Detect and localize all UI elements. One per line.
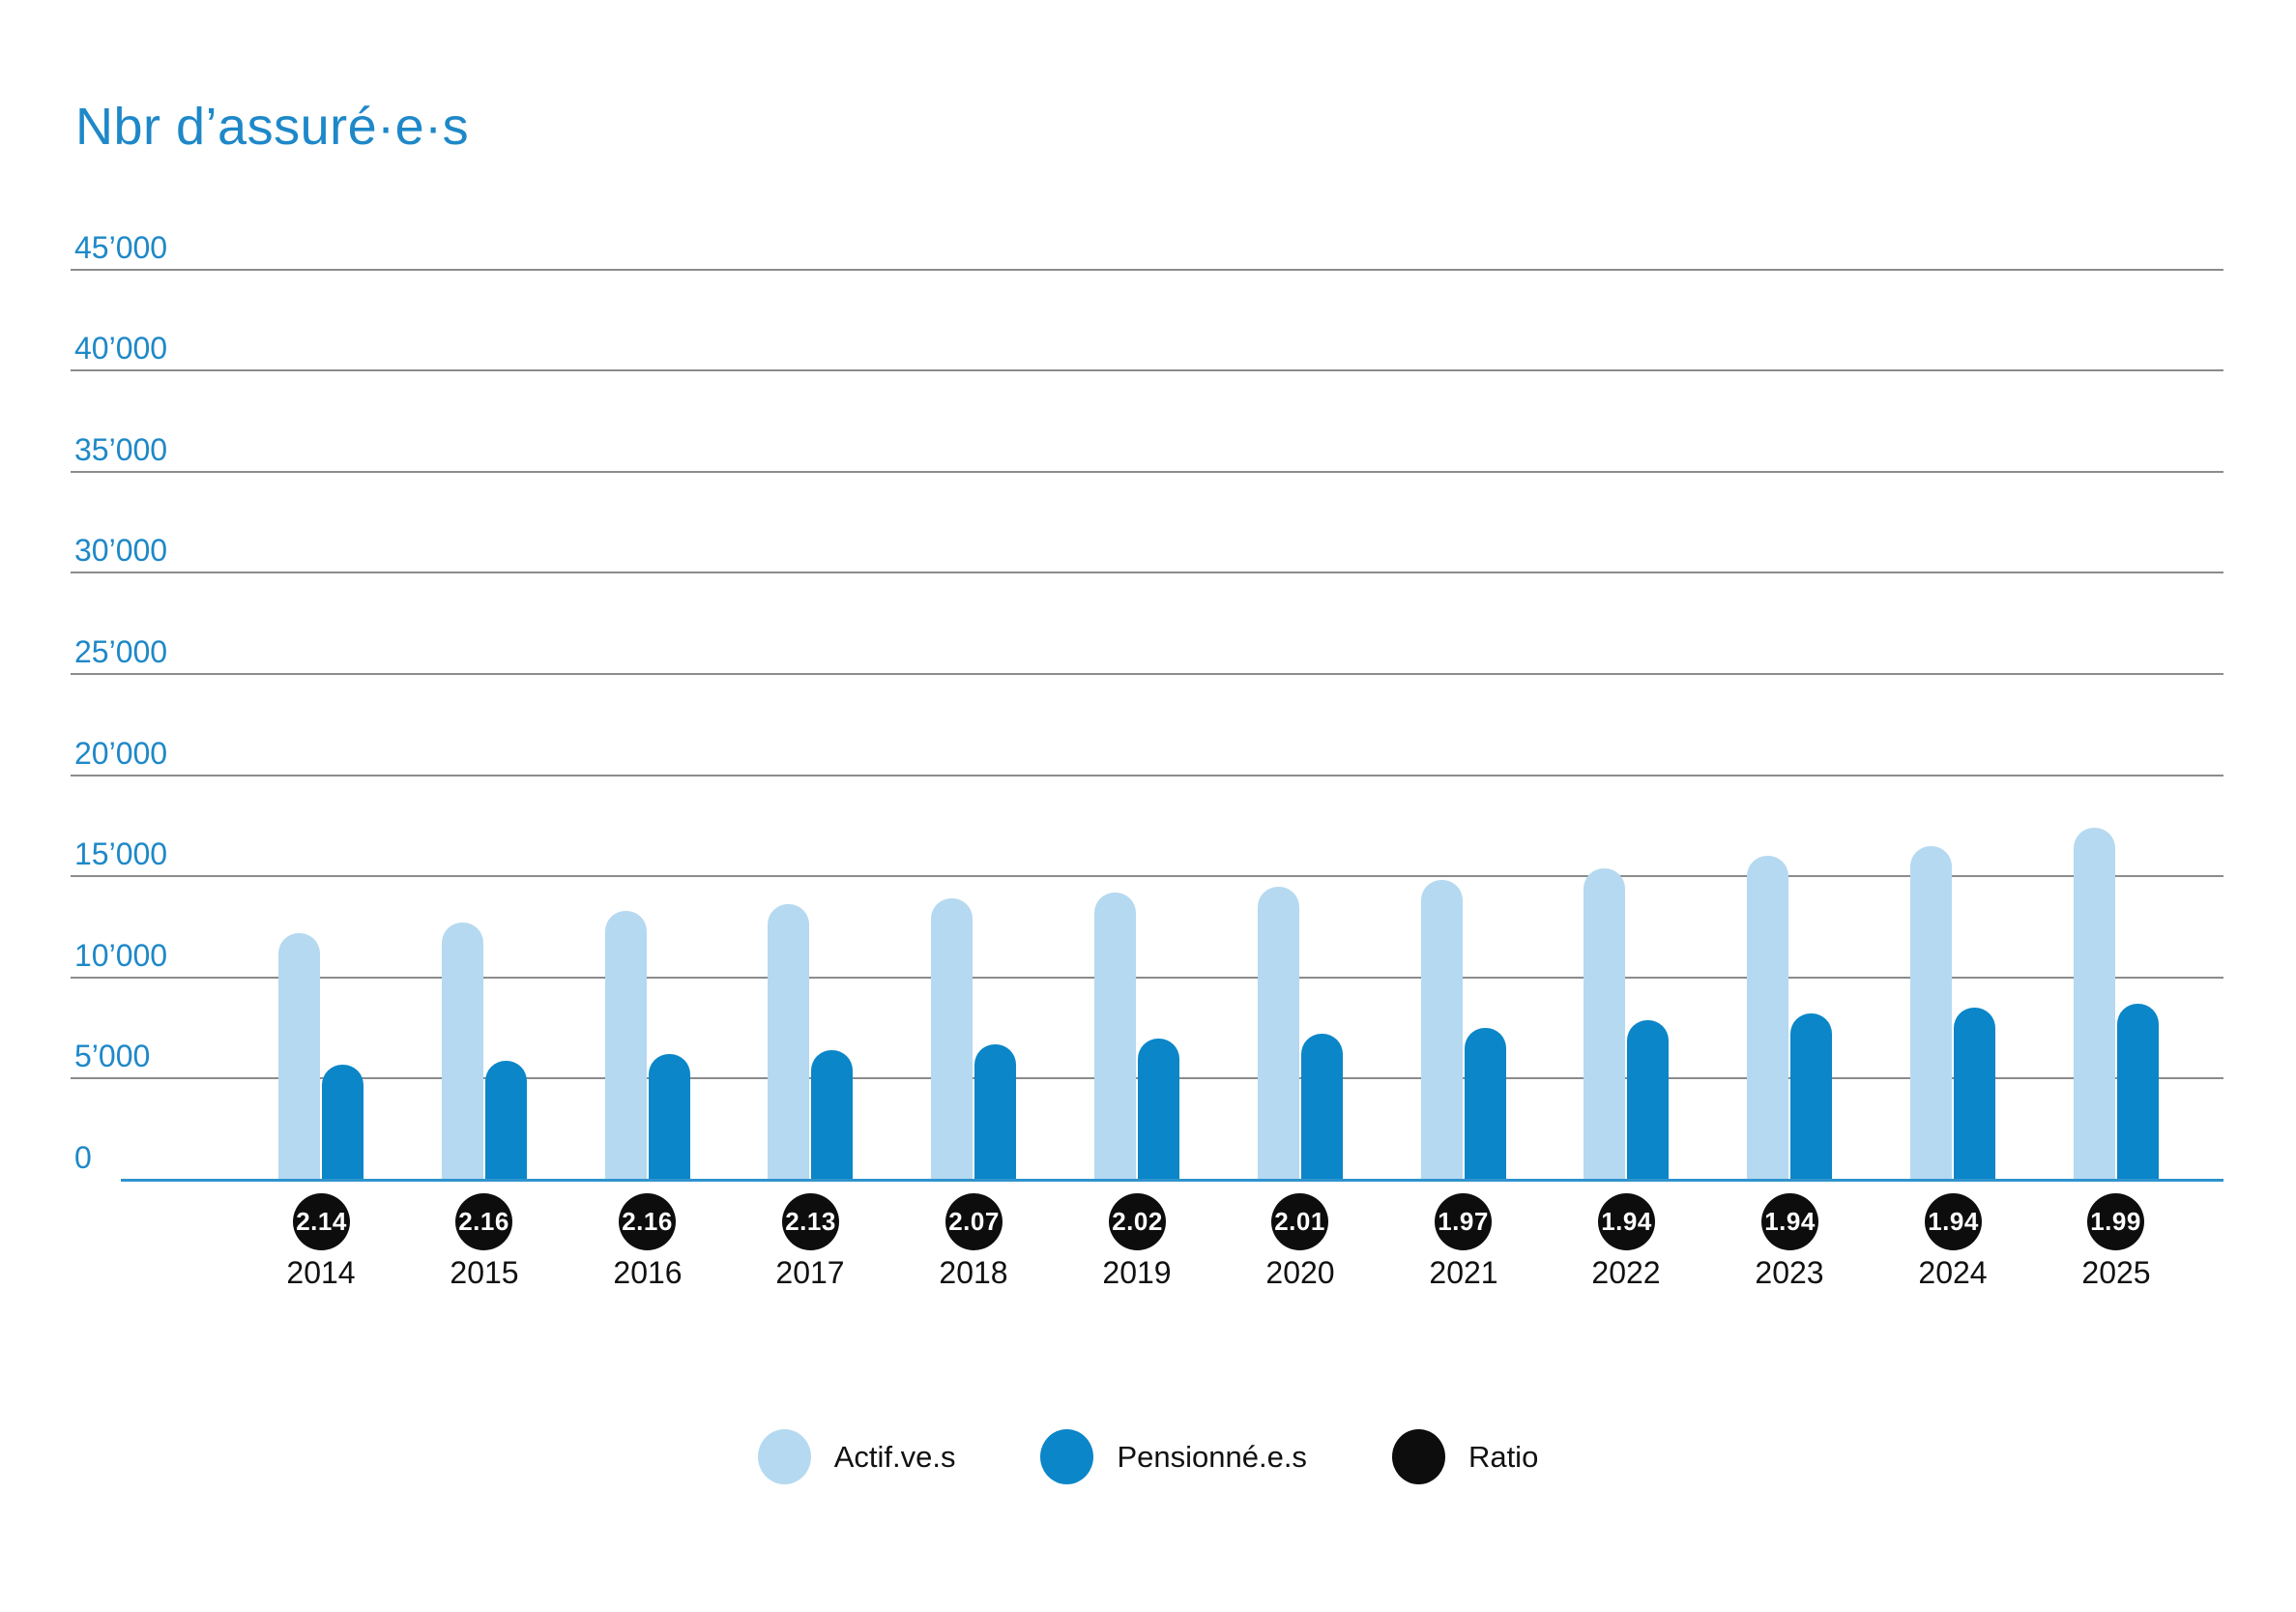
x-axis-label-2017: 2017 xyxy=(775,1255,845,1290)
y-tick-label-30000: 30’000 xyxy=(74,533,168,568)
ratio-value: 2.13 xyxy=(785,1207,836,1236)
x-axis-label-2024: 2024 xyxy=(1918,1255,1988,1290)
gridline-15000 xyxy=(71,875,2223,877)
bar-pensionnes-2018 xyxy=(974,1044,1016,1182)
legend-label: Ratio xyxy=(1468,1439,1539,1474)
ratio-badge-2022: 1.94 xyxy=(1598,1193,1655,1250)
bar-pensionnes-2025 xyxy=(2117,1004,2159,1182)
ratio-badge-2025: 1.99 xyxy=(2087,1193,2144,1250)
ratio-badge-2024: 1.94 xyxy=(1925,1193,1982,1250)
ratio-value: 1.94 xyxy=(1928,1207,1979,1236)
x-axis-label-2023: 2023 xyxy=(1755,1255,1824,1290)
bar-pensionnes-2021 xyxy=(1465,1028,1506,1182)
x-axis-line xyxy=(121,1179,2223,1182)
bar-pensionnes-2023 xyxy=(1790,1013,1832,1182)
bar-pensionnes-2017 xyxy=(811,1050,853,1182)
ratio-badge-2023: 1.94 xyxy=(1761,1193,1818,1250)
ratio-badge-2016: 2.16 xyxy=(619,1193,676,1250)
ratio-badge-2015: 2.16 xyxy=(455,1193,512,1250)
ratio-value: 2.01 xyxy=(1274,1207,1325,1236)
legend-marker-icon xyxy=(1391,1429,1445,1484)
y-tick-label-0: 0 xyxy=(74,1140,92,1175)
y-tick-label-5000: 5’000 xyxy=(74,1039,151,1073)
legend-item-ratio: Ratio xyxy=(1391,1429,1539,1484)
ratio-value: 1.97 xyxy=(1438,1207,1489,1236)
x-axis-label-2025: 2025 xyxy=(2081,1255,2151,1290)
bar-pensionnes-2020 xyxy=(1301,1034,1343,1182)
x-axis-label-2019: 2019 xyxy=(1102,1255,1172,1290)
y-tick-label-10000: 10’000 xyxy=(74,938,168,973)
ratio-value: 1.94 xyxy=(1764,1207,1816,1236)
bar-actifs-2023 xyxy=(1747,856,1788,1182)
x-axis-label-2022: 2022 xyxy=(1591,1255,1661,1290)
bar-pensionnes-2015 xyxy=(485,1061,527,1182)
x-axis-label-2020: 2020 xyxy=(1265,1255,1335,1290)
legend-marker-icon xyxy=(1040,1429,1094,1484)
gridline-40000 xyxy=(71,369,2223,371)
ratio-value: 2.02 xyxy=(1112,1207,1163,1236)
ratio-badge-2021: 1.97 xyxy=(1435,1193,1492,1250)
bar-actifs-2018 xyxy=(931,898,973,1182)
ratio-value: 2.16 xyxy=(622,1207,673,1236)
gridline-45000 xyxy=(71,269,2223,271)
bar-actifs-2020 xyxy=(1258,887,1299,1182)
bar-actifs-2025 xyxy=(2074,828,2115,1182)
bar-actifs-2015 xyxy=(442,923,483,1182)
gridline-30000 xyxy=(71,572,2223,573)
legend-item-actif-ve-s: Actif.ve.s xyxy=(757,1429,956,1484)
bar-actifs-2017 xyxy=(768,904,809,1182)
y-tick-label-45000: 45’000 xyxy=(74,230,168,265)
bar-pensionnes-2019 xyxy=(1138,1039,1179,1182)
bar-actifs-2019 xyxy=(1094,893,1136,1182)
y-tick-label-40000: 40’000 xyxy=(74,331,168,366)
ratio-badge-2019: 2.02 xyxy=(1109,1193,1166,1250)
gridline-25000 xyxy=(71,673,2223,675)
bar-pensionnes-2024 xyxy=(1954,1008,1995,1182)
x-axis-label-2014: 2014 xyxy=(286,1255,356,1290)
legend: Actif.ve.s Pensionné.e.s Ratio xyxy=(0,1429,2296,1484)
bar-pensionnes-2022 xyxy=(1627,1020,1669,1182)
y-tick-label-20000: 20’000 xyxy=(74,736,168,771)
ratio-value: 1.94 xyxy=(1601,1207,1652,1236)
x-axis-label-2015: 2015 xyxy=(450,1255,519,1290)
ratio-badge-2014: 2.14 xyxy=(293,1193,350,1250)
gridline-10000 xyxy=(71,977,2223,979)
bar-pensionnes-2016 xyxy=(649,1054,690,1182)
bar-pensionnes-2014 xyxy=(322,1065,363,1182)
ratio-badge-2017: 2.13 xyxy=(782,1193,839,1250)
chart-title: Nbr d’assuré·e·s xyxy=(75,98,470,157)
x-axis-label-2016: 2016 xyxy=(613,1255,683,1290)
x-axis-label-2021: 2021 xyxy=(1429,1255,1498,1290)
legend-item-pensionn-e-s: Pensionné.e.s xyxy=(1040,1429,1307,1484)
legend-label: Actif.ve.s xyxy=(833,1439,956,1474)
x-axis-label-2018: 2018 xyxy=(939,1255,1008,1290)
bar-actifs-2021 xyxy=(1421,880,1463,1182)
bar-actifs-2024 xyxy=(1910,846,1952,1182)
bar-actifs-2014 xyxy=(278,933,320,1182)
gridline-35000 xyxy=(71,471,2223,473)
bar-actifs-2016 xyxy=(605,911,647,1182)
legend-marker-icon xyxy=(757,1429,811,1484)
ratio-badge-2018: 2.07 xyxy=(945,1193,1003,1250)
gridline-20000 xyxy=(71,775,2223,777)
ratio-value: 2.07 xyxy=(948,1207,1000,1236)
ratio-value: 2.16 xyxy=(458,1207,509,1236)
y-tick-label-15000: 15’000 xyxy=(74,836,168,871)
ratio-value: 2.14 xyxy=(296,1207,347,1236)
ratio-badge-2020: 2.01 xyxy=(1271,1193,1328,1250)
legend-label: Pensionné.e.s xyxy=(1117,1439,1307,1474)
bar-actifs-2022 xyxy=(1584,868,1625,1182)
ratio-value: 1.99 xyxy=(2090,1207,2141,1236)
y-tick-label-25000: 25’000 xyxy=(74,634,168,669)
y-tick-label-35000: 35’000 xyxy=(74,432,168,467)
